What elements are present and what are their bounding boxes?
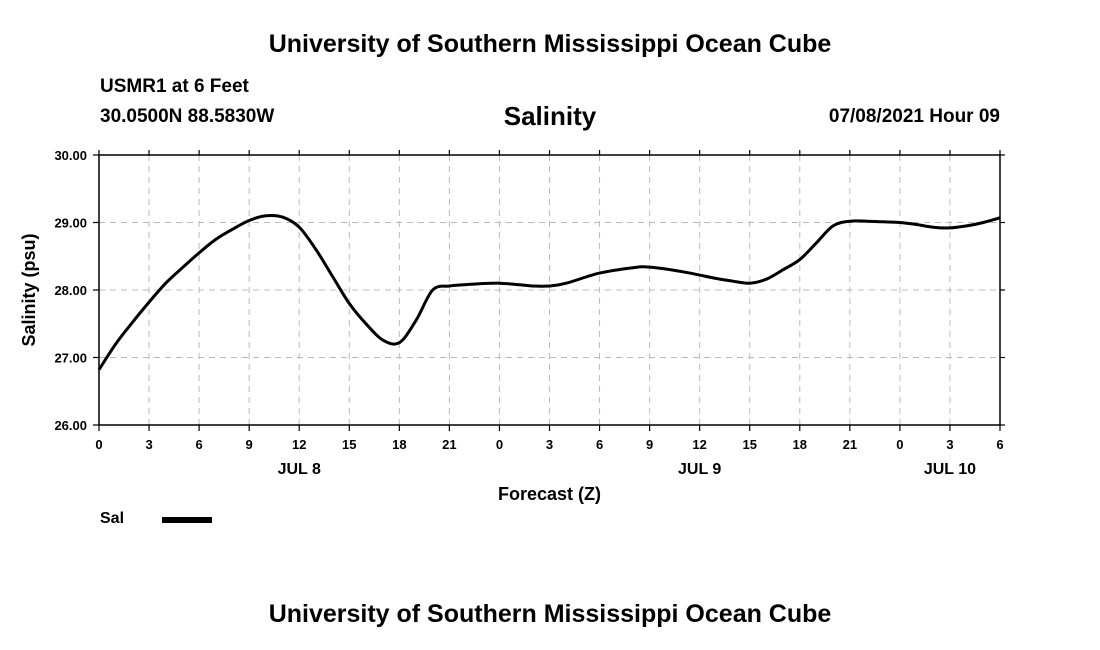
date-label: JUL 8 <box>278 461 321 478</box>
x-tick-label: 3 <box>145 437 152 452</box>
x-tick-label: 3 <box>546 437 553 452</box>
forecast-run-time: 07/08/2021 Hour 09 <box>828 106 1000 127</box>
x-tick-label: 18 <box>392 437 406 452</box>
y-tick-label: 27.00 <box>54 351 87 366</box>
y-tick-label: 28.00 <box>54 283 87 298</box>
chart-title: Salinity <box>503 101 597 131</box>
y-tick-label: 26.00 <box>54 418 87 433</box>
x-axis-title: Forecast (Z) <box>498 484 601 504</box>
station-label: USMR1 at 6 Feet <box>100 76 249 97</box>
x-tick-label: 0 <box>496 437 503 452</box>
y-tick-label: 29.00 <box>54 216 87 231</box>
x-tick-label: 0 <box>95 437 102 452</box>
x-tick-label: 0 <box>896 437 903 452</box>
x-tick-label: 15 <box>342 437 356 452</box>
x-tick-label: 6 <box>996 437 1003 452</box>
x-tick-label: 9 <box>646 437 653 452</box>
coordinates-label: 30.0500N 88.5830W <box>100 106 275 127</box>
x-tick-label: 21 <box>843 437 857 452</box>
x-tick-label: 3 <box>946 437 953 452</box>
x-tick-label: 12 <box>292 437 306 452</box>
x-tick-label: 6 <box>596 437 603 452</box>
series-line-sal <box>97 213 1001 371</box>
x-tick-label: 15 <box>742 437 756 452</box>
x-tick-label: 12 <box>692 437 706 452</box>
x-tick-label: 18 <box>793 437 807 452</box>
date-label: JUL 10 <box>924 461 976 478</box>
date-label: JUL 9 <box>678 461 721 478</box>
x-tick-label: 21 <box>442 437 456 452</box>
y-axis-title: Salinity (psu) <box>19 233 39 346</box>
legend-label: Sal <box>100 510 125 527</box>
chart-main-title: University of Southern Mississippi Ocean… <box>268 30 832 58</box>
x-tick-label: 9 <box>246 437 253 452</box>
footer-title: University of Southern Mississippi Ocean… <box>268 600 832 628</box>
legend-swatch <box>162 517 212 523</box>
y-tick-label: 30.00 <box>54 148 87 163</box>
x-tick-label: 6 <box>195 437 202 452</box>
